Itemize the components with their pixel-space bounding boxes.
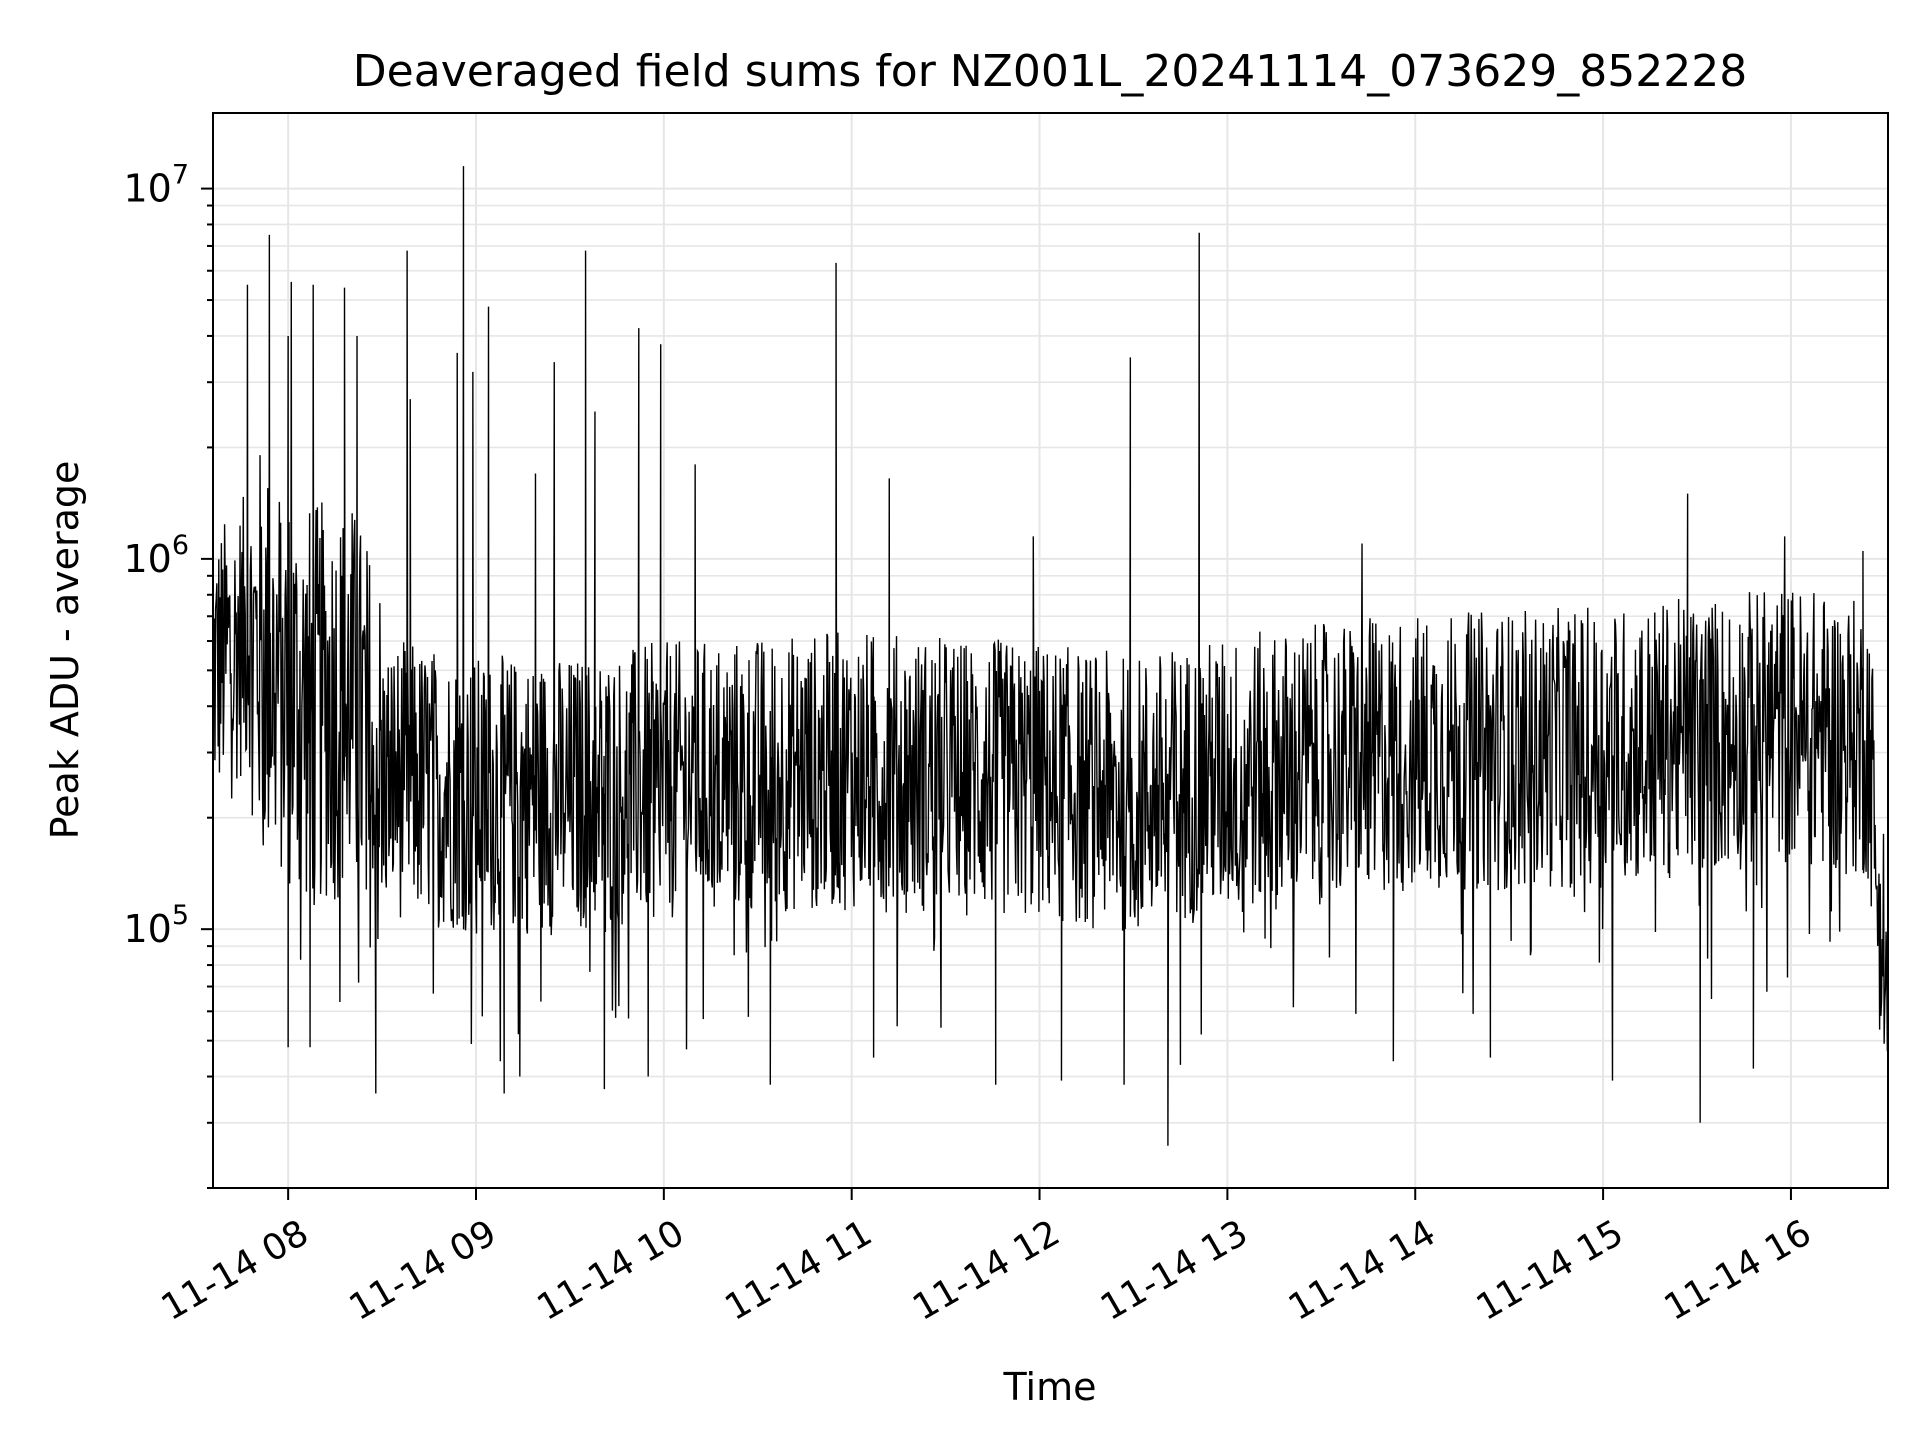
- y-axis-label: Peak ADU - average: [43, 461, 87, 840]
- y-tick-label: 105: [123, 900, 189, 951]
- chart-title: Deaveraged field sums for NZ001L_2024111…: [353, 46, 1747, 97]
- plot-area: [213, 113, 1888, 1188]
- axes-frame: [212, 112, 1889, 1189]
- series-line: [212, 166, 1889, 1146]
- series-line-group: [212, 166, 1889, 1146]
- y-tick-label: 107: [123, 160, 189, 211]
- grid-lines: [213, 113, 1888, 1189]
- x-axis-label: Time: [1003, 1365, 1097, 1409]
- y-tick-label: 106: [123, 530, 189, 581]
